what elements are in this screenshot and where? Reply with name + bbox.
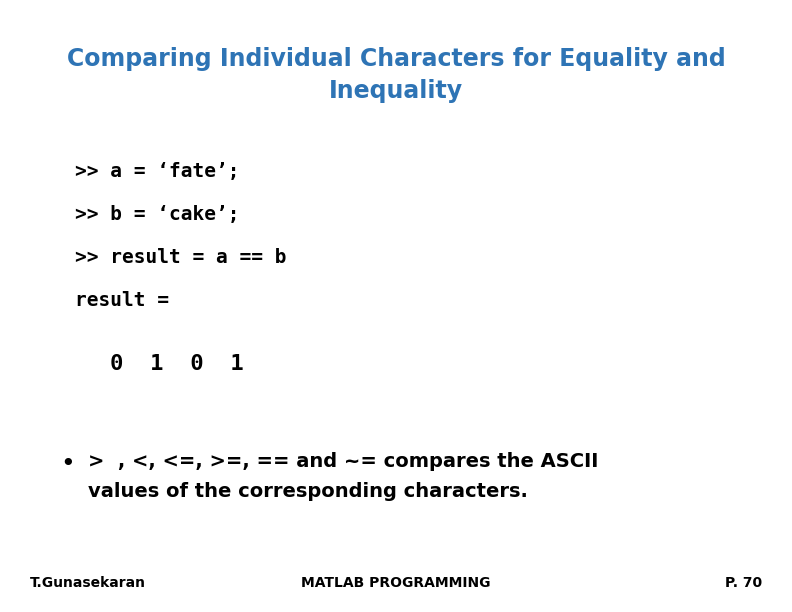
- Text: T.Gunasekaran: T.Gunasekaran: [30, 576, 146, 590]
- Text: >> result = a == b: >> result = a == b: [75, 248, 287, 267]
- Text: MATLAB PROGRAMMING: MATLAB PROGRAMMING: [301, 576, 491, 590]
- Text: P. 70: P. 70: [725, 576, 762, 590]
- Text: >> b = ‘cake’;: >> b = ‘cake’;: [75, 205, 239, 224]
- Text: >  , <, <=, >=, == and ~= compares the ASCII: > , <, <=, >=, == and ~= compares the AS…: [88, 452, 599, 471]
- Text: >> a = ‘fate’;: >> a = ‘fate’;: [75, 162, 239, 181]
- Text: Comparing Individual Characters for Equality and
Inequality: Comparing Individual Characters for Equa…: [67, 47, 725, 103]
- Text: 0  1  0  1: 0 1 0 1: [110, 354, 244, 374]
- Text: •: •: [60, 452, 74, 476]
- Text: values of the corresponding characters.: values of the corresponding characters.: [88, 482, 528, 501]
- Text: result =: result =: [75, 291, 169, 310]
